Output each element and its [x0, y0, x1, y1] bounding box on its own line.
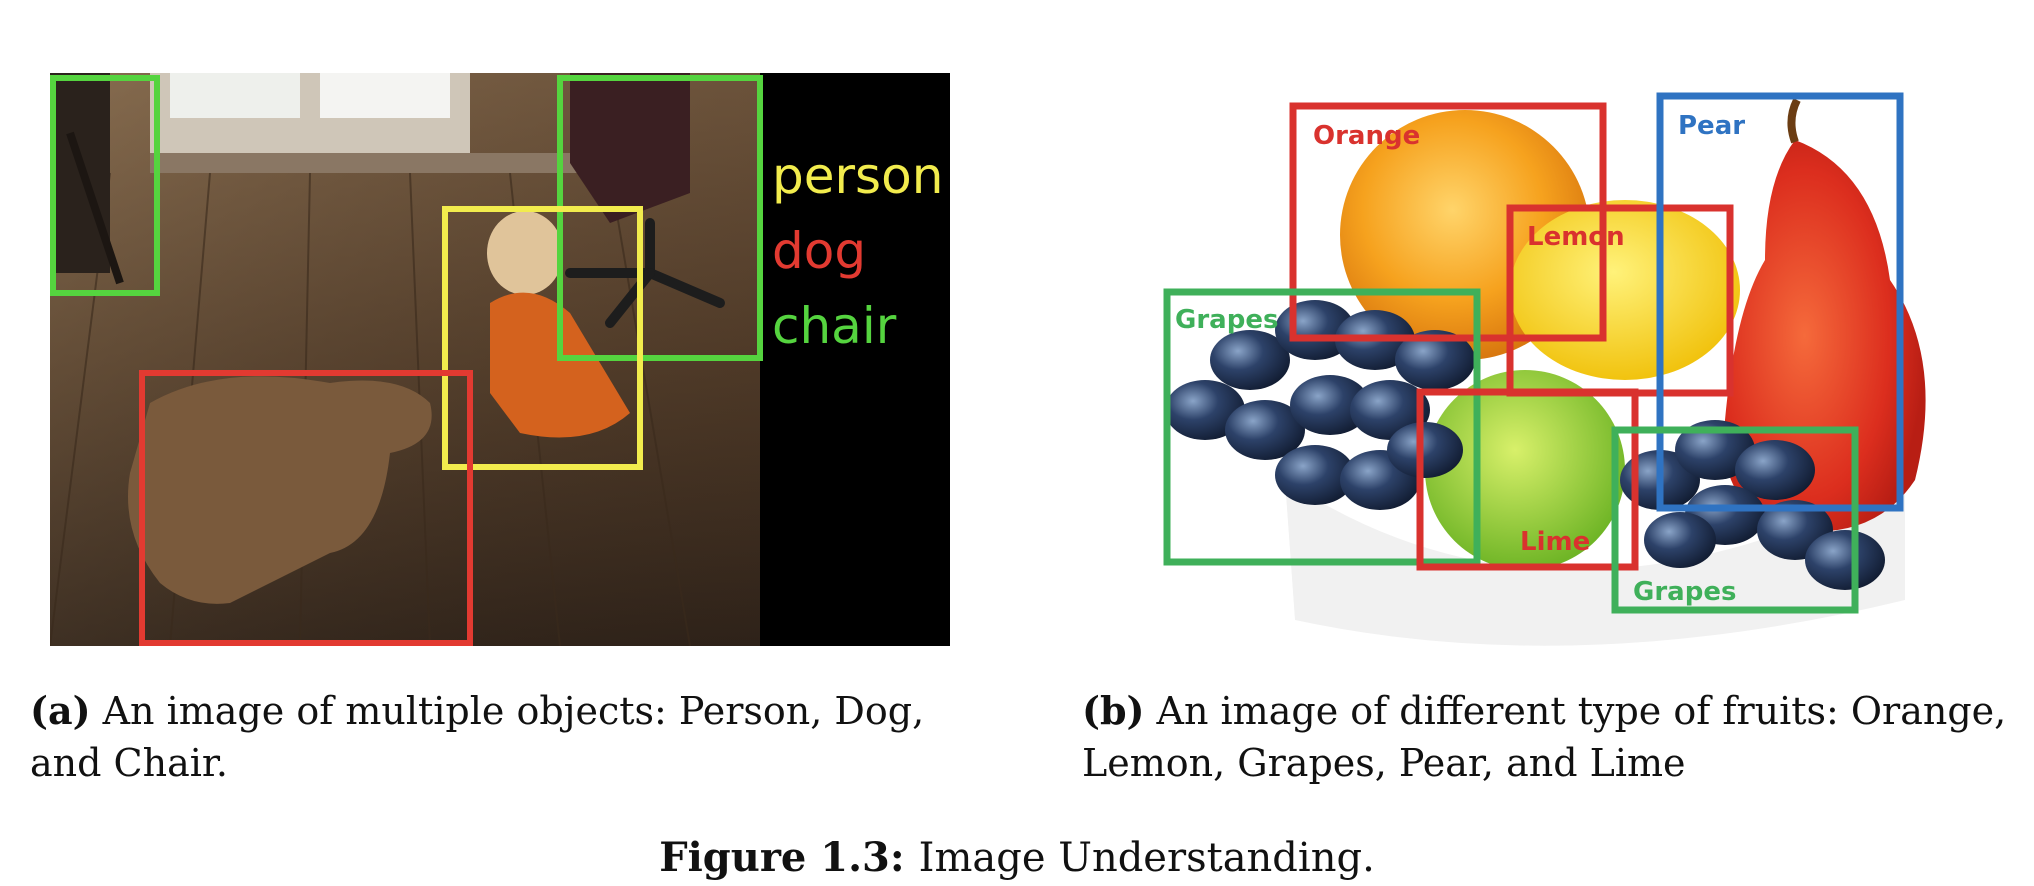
caption-b-text: An image of different type of fruits: Or…	[1082, 689, 2007, 785]
office-chair	[570, 73, 690, 223]
label-grapes-left: Grapes	[1175, 305, 1278, 335]
pear	[1723, 140, 1926, 532]
pear-box	[1656, 92, 1904, 512]
caption-a: (a) An image of multiple objects: Person,…	[30, 685, 930, 789]
dog	[128, 376, 432, 604]
panel-b-image: Orange Lemon Pear Grapes Lime Grapes	[1075, 60, 2025, 650]
legend-background	[760, 73, 950, 646]
figure-caption-text: Image Understanding.	[918, 835, 1375, 881]
caption-a-tag: (a)	[30, 688, 91, 733]
chair-box-left	[50, 75, 160, 296]
child-body	[490, 292, 630, 438]
panel-a-image: person dog chair	[50, 73, 950, 646]
lime-box	[1416, 388, 1639, 571]
label-lemon: Lemon	[1527, 222, 1625, 252]
figure-caption: Figure 1.3: Image Understanding.	[0, 833, 2034, 883]
legend-person: person	[772, 147, 943, 205]
grapes-left-cluster	[1165, 300, 1475, 510]
dog-box	[139, 370, 473, 646]
caption-b: (b) An image of different type of fruits:…	[1082, 685, 2032, 789]
caption-b-tag: (b)	[1082, 688, 1145, 733]
legend-dog: dog	[772, 222, 866, 280]
panel-b-scene: Orange Lemon Pear Grapes Lime Grapes	[1163, 92, 1926, 646]
grapes-left-box	[1163, 288, 1481, 566]
panel-a-scene: person dog chair	[50, 73, 950, 646]
caption-a-text: An image of multiple objects: Person, Do…	[30, 689, 925, 785]
label-pear: Pear	[1678, 111, 1745, 141]
person-box	[442, 206, 643, 470]
chair-box-right	[557, 75, 763, 361]
grapes-right-box	[1611, 426, 1859, 614]
label-grapes-right: Grapes	[1633, 577, 1736, 607]
figure-label: Figure 1.3:	[659, 834, 905, 881]
label-lime: Lime	[1520, 527, 1590, 557]
legend-chair: chair	[772, 297, 897, 355]
orange-box	[1289, 102, 1607, 342]
label-orange: Orange	[1313, 121, 1420, 151]
bowl	[1285, 480, 1905, 646]
child-head	[487, 211, 563, 295]
